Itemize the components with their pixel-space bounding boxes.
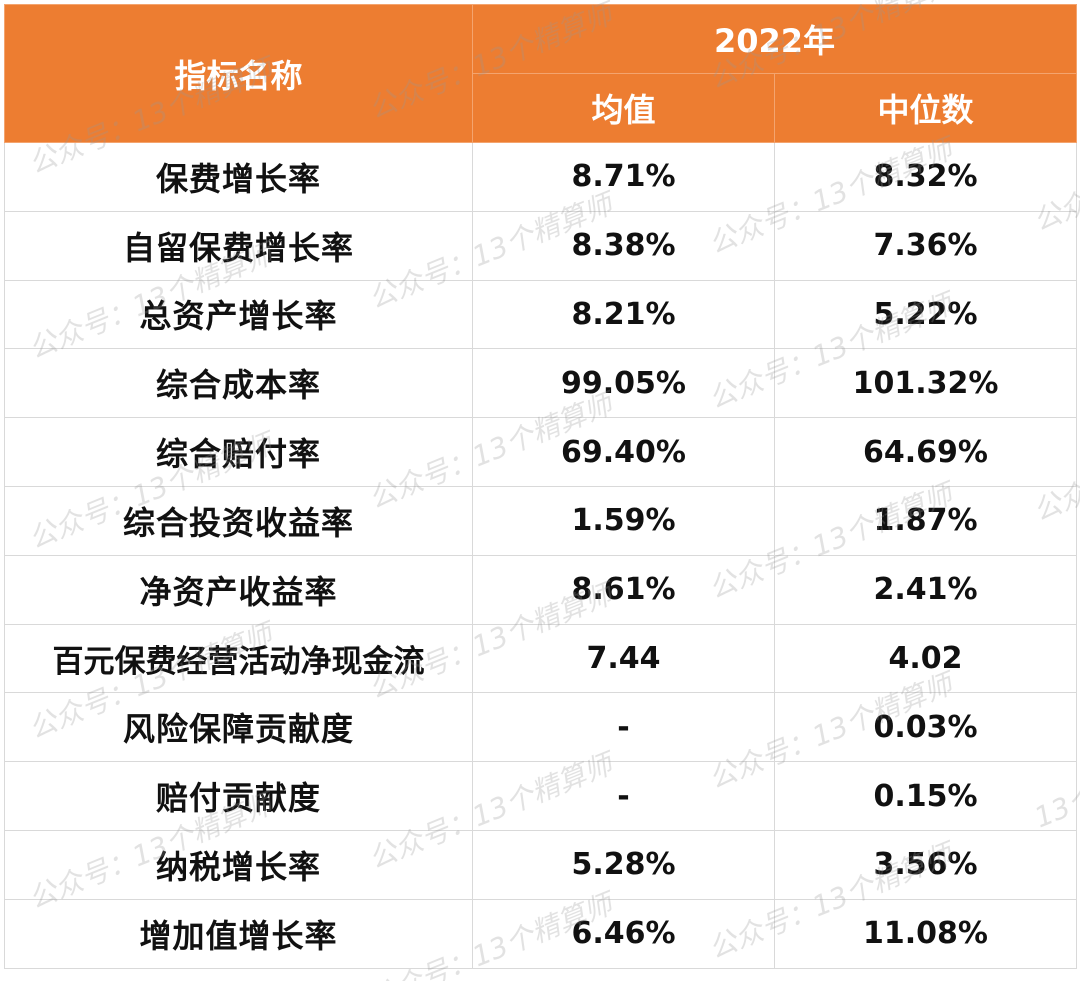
row-mean: 5.28%: [472, 829, 775, 900]
table-row: 增加值增长率 6.46% 11.08%: [4, 898, 1078, 969]
row-median: 5.22%: [773, 279, 1078, 350]
row-median: 64.69%: [773, 417, 1078, 487]
row-name: 纳税增长率: [4, 829, 473, 900]
table-row: 自留保费增长率 8.38% 7.36%: [4, 210, 1078, 281]
table-row: 纳税增长率 5.28% 3.56%: [4, 829, 1078, 900]
row-median: 0.03%: [773, 692, 1078, 763]
table-row: 综合成本率 99.05% 101.32%: [4, 348, 1078, 419]
row-name: 综合投资收益率: [4, 485, 473, 556]
table-row: 保费增长率 8.71% 8.32%: [4, 142, 1078, 212]
row-name: 自留保费增长率: [4, 210, 473, 281]
row-median: 4.02: [773, 623, 1078, 694]
indicator-table: 指标名称 2022年 均值 中位数 保费增长率 8.71% 8.32% 自留保费…: [4, 4, 1078, 969]
row-name: 赔付贡献度: [4, 761, 473, 831]
row-mean: 6.46%: [472, 898, 775, 969]
row-name: 保费增长率: [4, 142, 473, 212]
table-row: 风险保障贡献度 - 0.03%: [4, 692, 1078, 763]
row-name: 增加值增长率: [4, 898, 473, 969]
table-row: 总资产增长率 8.21% 5.22%: [4, 279, 1078, 350]
row-median: 3.56%: [773, 829, 1078, 900]
row-name: 风险保障贡献度: [4, 692, 473, 763]
header-year: 2022年: [471, 4, 1078, 74]
row-mean: 8.38%: [472, 210, 775, 281]
row-mean: 1.59%: [472, 485, 775, 556]
table-row: 综合投资收益率 1.59% 1.87%: [4, 485, 1078, 556]
row-median: 1.87%: [773, 485, 1078, 556]
row-median: 8.32%: [773, 142, 1078, 212]
header-mean: 均值: [472, 73, 775, 143]
row-mean: 8.71%: [472, 142, 775, 212]
row-name: 净资产收益率: [4, 554, 473, 625]
header-median: 中位数: [773, 73, 1078, 143]
row-mean: -: [472, 761, 775, 831]
table-row: 净资产收益率 8.61% 2.41%: [4, 554, 1078, 625]
row-name: 综合成本率: [4, 348, 473, 419]
row-name: 百元保费经营活动净现金流: [4, 623, 473, 694]
row-mean: 99.05%: [472, 348, 775, 419]
row-name: 综合赔付率: [4, 417, 473, 487]
row-median: 7.36%: [773, 210, 1078, 281]
row-median: 2.41%: [773, 554, 1078, 625]
table-row: 综合赔付率 69.40% 64.69%: [4, 417, 1078, 487]
row-mean: 69.40%: [472, 417, 775, 487]
table-header: 指标名称 2022年 均值 中位数: [4, 4, 1078, 143]
row-median: 0.15%: [773, 761, 1078, 831]
row-median: 101.32%: [773, 348, 1078, 419]
row-mean: 7.44: [472, 623, 775, 694]
table-row: 赔付贡献度 - 0.15%: [4, 761, 1078, 831]
header-indicator-name: 指标名称: [4, 4, 473, 143]
row-mean: -: [472, 692, 775, 763]
row-mean: 8.21%: [472, 279, 775, 350]
row-name: 总资产增长率: [4, 279, 473, 350]
table-row: 百元保费经营活动净现金流 7.44 4.02: [4, 623, 1078, 694]
row-mean: 8.61%: [472, 554, 775, 625]
row-median: 11.08%: [773, 898, 1078, 969]
table-body: 保费增长率 8.71% 8.32% 自留保费增长率 8.38% 7.36% 总资…: [4, 142, 1078, 969]
